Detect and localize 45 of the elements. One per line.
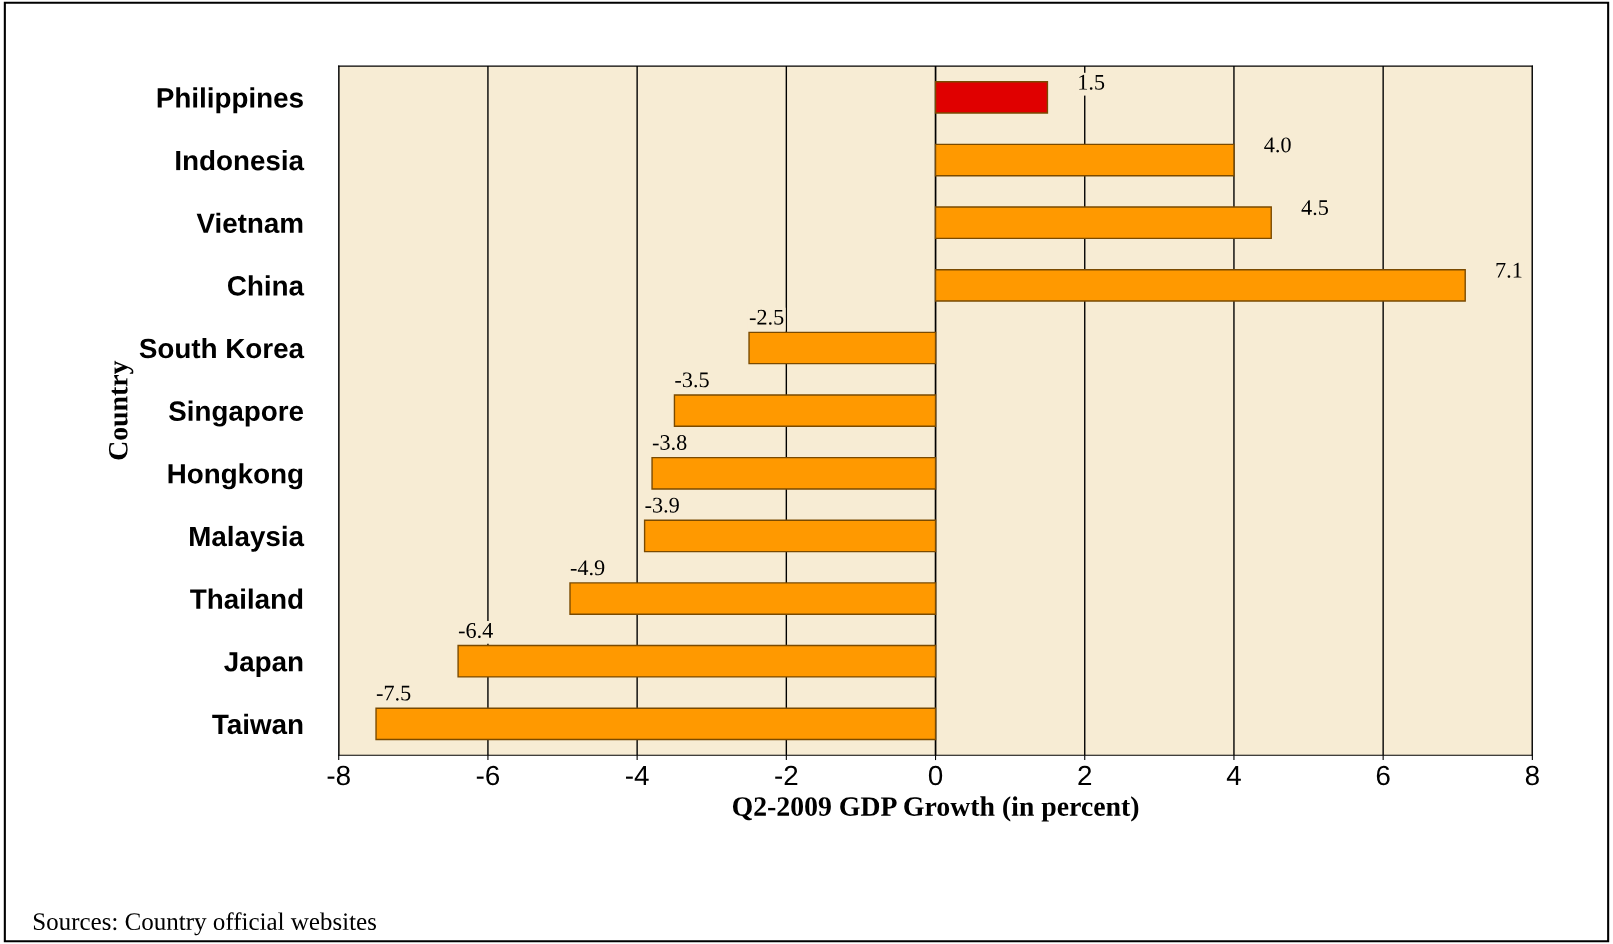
y-tick-label: Philippines [157,87,303,114]
bar [375,707,937,741]
y-tick-label: Japan [224,652,303,678]
bar [934,81,1049,114]
y-tick-label: Thailand [190,588,303,609]
data-label: 7.1 [1496,262,1522,278]
x-tick-label: -8 [327,765,350,786]
bar [673,394,937,427]
x-tick-label: -4 [626,765,649,786]
y-tick-label: Singapore [168,400,304,427]
data-label: 4.5 [1301,200,1328,216]
data-label: 4.0 [1264,137,1291,153]
bar [934,143,1235,177]
data-label: -3.5 [675,372,709,388]
y-tick-label: South Korea [139,337,305,359]
bar [643,519,937,553]
x-tick-label: -6 [476,765,500,786]
x-tick-label: 4 [1226,765,1241,786]
bar [457,644,937,678]
x-tick-label: 8 [1525,765,1539,786]
x-tick-label: 0 [928,765,943,786]
x-tick-label: -2 [775,765,798,786]
y-tick-label: Taiwan [212,713,303,735]
y-tick-label: Vietnam [196,212,303,234]
source-note: Sources: Country official websites [33,912,376,936]
data-label: 1.5 [1079,74,1105,90]
x-axis-title: Q2-2009 GDP Growth (in percent) [732,796,1139,822]
bar [569,582,937,615]
y-axis-title: Country [108,360,134,460]
y-tick-label: China [227,275,305,296]
y-tick-label: Hongkong [168,463,303,490]
data-label: -3.9 [645,497,679,513]
bar [748,331,937,365]
data-label: -6.4 [458,622,493,639]
data-label: -3.8 [652,434,687,451]
y-tick-label: Indonesia [176,149,305,171]
bar [934,268,1466,302]
data-label: -4.9 [570,560,605,576]
x-tick-label: 2 [1078,765,1092,786]
data-label: -7.5 [376,685,411,701]
x-tick-label: 6 [1376,765,1390,786]
bar [651,456,937,490]
y-tick-label: Malaysia [190,525,305,552]
bar [934,206,1272,240]
data-label: -2.5 [749,309,784,325]
